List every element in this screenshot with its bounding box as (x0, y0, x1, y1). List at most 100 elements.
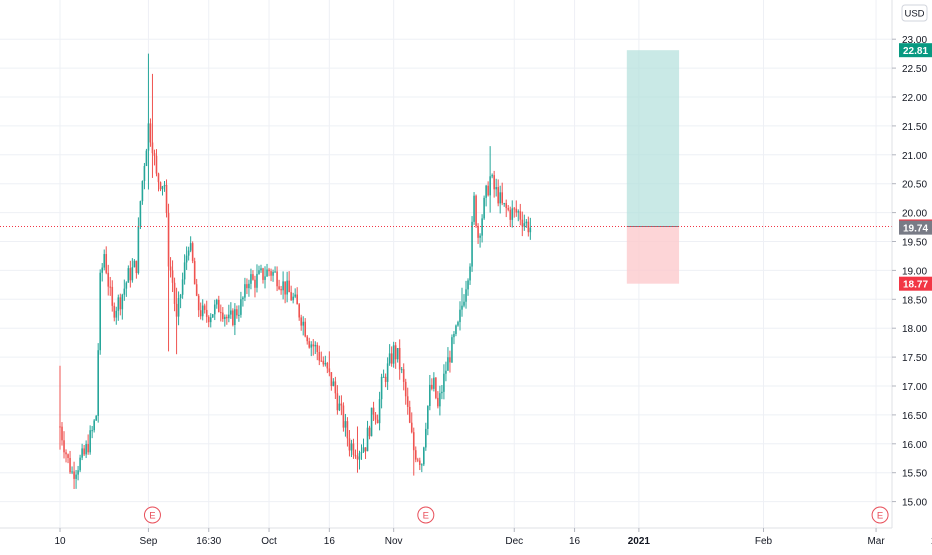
candle-body (228, 314, 230, 319)
candle-body (103, 254, 106, 268)
candle-body (312, 344, 315, 347)
candle-body (386, 363, 389, 382)
candle-body (97, 350, 99, 416)
candle-body (240, 299, 242, 315)
candle-body (157, 173, 160, 183)
candle-body (384, 376, 387, 382)
candle-body (368, 427, 371, 437)
candle-body (222, 312, 224, 319)
currency-button-label[interactable]: USD (904, 9, 924, 20)
time-axis-label: 16 (324, 536, 336, 547)
candle-body (477, 225, 479, 238)
candle-body (217, 299, 220, 313)
candle-body (304, 321, 307, 337)
price-axis-label: 15.00 (902, 498, 927, 509)
price-tag: 19.74 (899, 220, 932, 235)
candle-body (380, 376, 383, 400)
price-tag-label: 18.77 (903, 280, 928, 291)
candle-body (266, 269, 268, 277)
candle-body (151, 142, 154, 154)
candle-body (390, 353, 393, 364)
price-axis-label: 17.00 (902, 382, 927, 393)
candle-body (121, 294, 124, 310)
candle-body (65, 452, 67, 455)
candle-body (298, 304, 300, 318)
earnings-marker[interactable]: E (417, 506, 435, 524)
candle-body (497, 187, 499, 204)
earnings-marker[interactable]: E (871, 506, 889, 524)
candle-body (211, 314, 214, 318)
candle-body (310, 344, 313, 348)
candle-body (404, 381, 407, 397)
stop-loss-zone[interactable] (626, 226, 680, 284)
candle-body (469, 266, 471, 281)
candle-body (272, 271, 274, 276)
candle-body (362, 447, 365, 452)
earnings-marker-circle[interactable] (871, 506, 889, 524)
candle-body (119, 297, 122, 310)
price-axis-label: 23.00 (902, 35, 927, 46)
candle-body (429, 384, 431, 407)
candle-body (201, 305, 204, 317)
candle-body (189, 243, 192, 251)
currency-button[interactable]: USD (901, 4, 928, 22)
candle-body (264, 276, 266, 280)
candle-body (423, 447, 425, 465)
currency-button-frame[interactable] (901, 4, 928, 22)
candle-body (406, 396, 409, 407)
price-axis-label: 20.00 (902, 209, 927, 220)
candle-body (99, 272, 101, 351)
candle-body (441, 391, 443, 394)
candle-body (306, 336, 309, 342)
time-axis-label: Sep (140, 536, 158, 547)
candle-body (89, 430, 91, 453)
candle-body (93, 420, 95, 431)
candle-body (79, 457, 81, 471)
earnings-marker-label[interactable]: E (149, 511, 155, 522)
candle-body (342, 405, 345, 428)
candle-body (207, 316, 210, 323)
candle-body (437, 397, 439, 407)
earnings-marker-circle[interactable] (143, 506, 161, 524)
candle-body (177, 298, 180, 317)
candle-body (282, 281, 284, 291)
earnings-marker-label[interactable]: E (423, 511, 429, 522)
candle-body (270, 271, 272, 276)
candle-body (258, 270, 260, 274)
candle-body (366, 427, 369, 452)
candle-body (161, 186, 164, 190)
candle-body (183, 262, 186, 280)
candlestick-series (59, 53, 532, 490)
earnings-marker[interactable]: E (143, 506, 161, 524)
candle-body (260, 268, 262, 271)
price-axis-panel[interactable] (892, 0, 932, 550)
candle-body (173, 282, 176, 304)
price-tag-background (899, 276, 932, 291)
candle-body (356, 456, 359, 460)
candle-body (203, 305, 206, 310)
candle-body (83, 448, 85, 455)
earnings-marker-circle[interactable] (417, 506, 435, 524)
candle-body (163, 184, 166, 187)
candle-body (370, 407, 373, 437)
profit-zone[interactable] (626, 50, 680, 227)
earnings-marker-label[interactable]: E (877, 511, 883, 522)
candle-body (435, 377, 437, 398)
candle-body (71, 471, 73, 473)
candle-body (244, 284, 246, 298)
candle-body (507, 208, 510, 210)
price-axis-label: 22.00 (902, 93, 927, 104)
candle-body (467, 280, 469, 290)
candle-body (191, 243, 194, 262)
candle-body (135, 260, 138, 274)
candle-body (238, 314, 240, 316)
long-position-tool[interactable] (626, 50, 680, 284)
candle-body (129, 268, 132, 281)
candle-body (340, 403, 343, 406)
price-tag-background (899, 220, 932, 235)
candle-body (414, 450, 417, 460)
candle-body (224, 316, 226, 319)
